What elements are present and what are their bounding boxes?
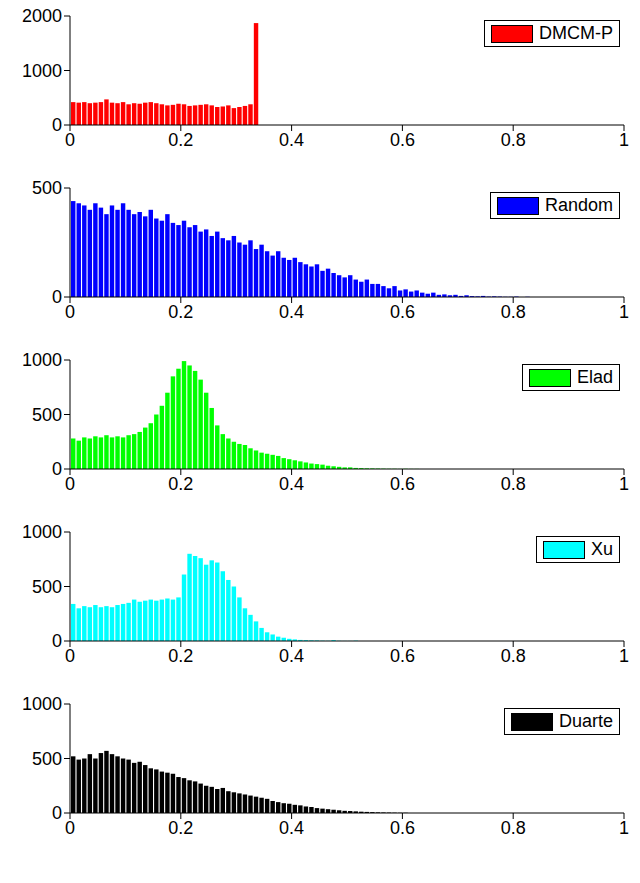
svg-text:0: 0 — [52, 631, 62, 651]
svg-text:0: 0 — [65, 302, 75, 322]
svg-text:0.8: 0.8 — [501, 818, 526, 838]
svg-text:0: 0 — [52, 803, 62, 823]
html-text:Elad: Elad — [577, 367, 613, 387]
svg-text:0: 0 — [52, 287, 62, 307]
html-text:DMCM-P: DMCM-P — [539, 23, 613, 43]
svg-text:0.4: 0.4 — [279, 646, 304, 666]
svg-text:0.8: 0.8 — [501, 474, 526, 494]
svg-text:1000: 1000 — [22, 352, 62, 370]
svg-text:0: 0 — [52, 115, 62, 135]
svg-text:1000: 1000 — [22, 524, 62, 542]
svg-text:0.8: 0.8 — [501, 130, 526, 150]
svg-text:0.6: 0.6 — [390, 646, 415, 666]
svg-text:0.2: 0.2 — [168, 130, 193, 150]
svg-text:500: 500 — [32, 180, 62, 198]
svg-text:0: 0 — [65, 646, 75, 666]
svg-text:1: 1 — [619, 474, 629, 494]
svg-text:500: 500 — [32, 577, 62, 597]
svg-text:2000: 2000 — [22, 8, 62, 26]
svg-text:1000: 1000 — [22, 61, 62, 81]
svg-text:0: 0 — [65, 474, 75, 494]
svg-text:0.2: 0.2 — [168, 302, 193, 322]
svg-text:1: 1 — [619, 302, 629, 322]
svg-text:0.6: 0.6 — [390, 474, 415, 494]
svg-text:500: 500 — [32, 405, 62, 425]
svg-text:0.6: 0.6 — [390, 302, 415, 322]
svg-text:0.2: 0.2 — [168, 646, 193, 666]
svg-text:0.6: 0.6 — [390, 818, 415, 838]
svg-text:0: 0 — [65, 130, 75, 150]
svg-text:0.6: 0.6 — [390, 130, 415, 150]
svg-text:0: 0 — [52, 459, 62, 479]
svg-text:0.4: 0.4 — [279, 302, 304, 322]
svg-text:1: 1 — [619, 818, 629, 838]
svg-text:0.8: 0.8 — [501, 302, 526, 322]
html-text:Xu: Xu — [591, 539, 613, 559]
svg-text:0.8: 0.8 — [501, 646, 526, 666]
svg-text:0.2: 0.2 — [168, 474, 193, 494]
svg-text:0.4: 0.4 — [279, 818, 304, 838]
svg-text:0.4: 0.4 — [279, 130, 304, 150]
html-text:Random: Random — [545, 195, 613, 215]
svg-text:1000: 1000 — [22, 696, 62, 714]
svg-text:500: 500 — [32, 749, 62, 769]
svg-text:0: 0 — [65, 818, 75, 838]
svg-text:0.4: 0.4 — [279, 474, 304, 494]
svg-text:1: 1 — [619, 646, 629, 666]
html-text:Duarte: Duarte — [559, 711, 613, 731]
svg-text:1: 1 — [619, 130, 629, 150]
svg-text:0.2: 0.2 — [168, 818, 193, 838]
